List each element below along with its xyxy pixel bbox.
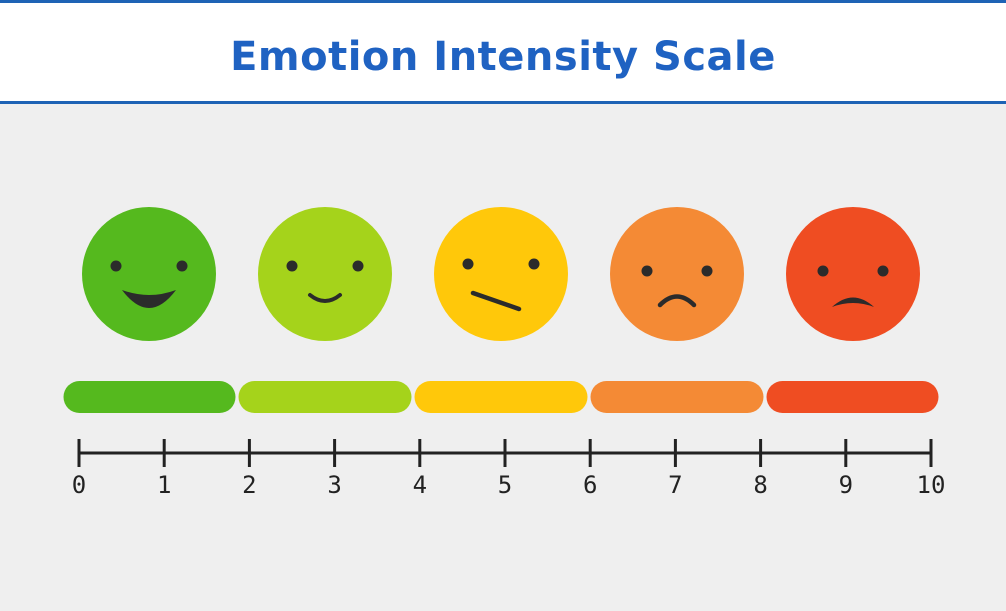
- eye-right: [352, 260, 364, 272]
- face-happy: [258, 207, 392, 341]
- mouth-small-smile: [308, 293, 342, 303]
- face-sad: [610, 207, 744, 341]
- eye-left: [817, 265, 829, 277]
- eye-left: [641, 265, 653, 277]
- tick-label: 4: [413, 471, 427, 499]
- number-axis: 0 1 2 3 4 5 6 7 8 9 10: [72, 439, 946, 499]
- eye-left: [462, 258, 474, 270]
- face-circle: [786, 207, 920, 341]
- bar-segment: [414, 381, 588, 413]
- face-neutral: [434, 207, 568, 341]
- eye-right: [877, 265, 889, 277]
- tick-label: 5: [498, 471, 512, 499]
- tick-label: 3: [327, 471, 341, 499]
- tick-label: 1: [157, 471, 171, 499]
- face-circle: [82, 207, 216, 341]
- tick-label: 0: [72, 471, 86, 499]
- emotion-scale-graphic: 0 1 2 3 4 5 6 7 8 9 10: [63, 207, 946, 499]
- tick-label: 6: [583, 471, 597, 499]
- faces-row: [82, 207, 920, 341]
- mouth-big-smile: [122, 290, 176, 308]
- mouth-deep-frown: [832, 297, 874, 307]
- eye-left: [110, 260, 122, 272]
- eye-left: [286, 260, 298, 272]
- bar-segment: [238, 381, 412, 413]
- face-circle: [258, 207, 392, 341]
- tick-label: 2: [242, 471, 256, 499]
- bar-segment: [766, 381, 939, 413]
- face-very-happy: [82, 207, 216, 341]
- tick-label: 9: [839, 471, 853, 499]
- eye-right: [176, 260, 188, 272]
- mouth-neutral: [470, 290, 522, 312]
- eye-right: [701, 265, 713, 277]
- face-circle: [434, 207, 568, 341]
- eye-right: [528, 258, 540, 270]
- page-title: Emotion Intensity Scale: [230, 34, 776, 80]
- face-circle: [610, 207, 744, 341]
- bar-segment: [63, 381, 236, 413]
- tick-label: 8: [753, 471, 767, 499]
- tick-label: 10: [917, 471, 946, 499]
- face-very-sad: [786, 207, 920, 341]
- header-bar: Emotion Intensity Scale: [0, 0, 1006, 104]
- color-bar: [63, 381, 939, 413]
- tick-label: 7: [668, 471, 682, 499]
- mouth-frown: [657, 294, 697, 308]
- bar-segment: [590, 381, 764, 413]
